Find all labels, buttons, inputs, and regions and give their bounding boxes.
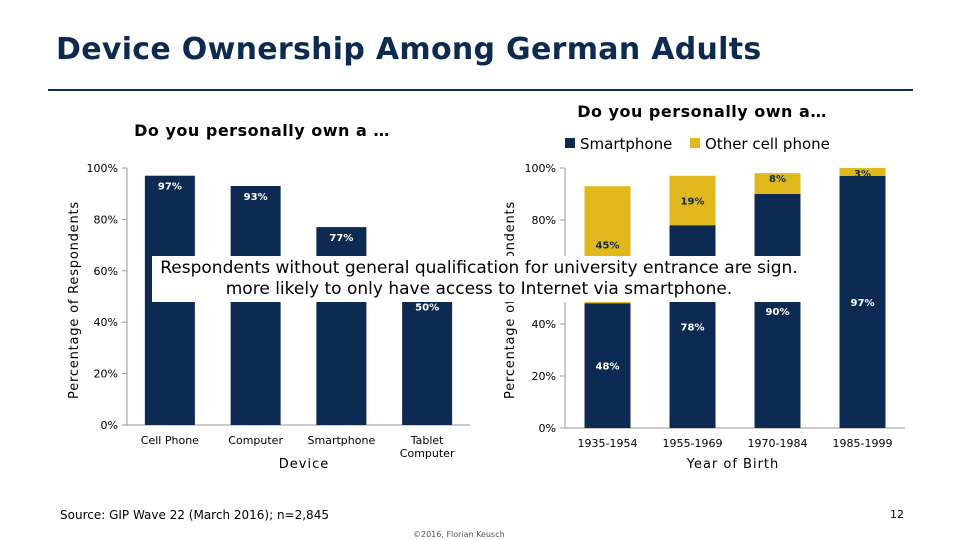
chart2-data-label: 90% [766,307,790,318]
chart1-category-label: Smartphone [308,434,376,447]
page-number: 12 [890,508,904,521]
chart1-bar [230,185,281,425]
chart1-category-label: Tablet Computer [400,434,455,460]
chart2-bar-segment [584,303,631,428]
chart1-data-label: 50% [415,303,439,314]
chart2-data-label: 19% [681,197,705,208]
chart2-legend-label: Smartphone [580,135,672,153]
chart2-legend-swatch [565,138,575,148]
page-title: Device Ownership Among German Adults [56,32,762,67]
chart1-title: Do you personally own a … [134,121,390,140]
chart2-data-label: 97% [851,298,875,309]
chart1-y-tick-label: 60% [94,265,118,278]
chart2-bar-segment [839,168,886,176]
chart1-x-axis-title: Device [279,457,329,472]
title-rule [48,89,913,91]
source-note: Source: GIP Wave 22 (March 2016); n=2,84… [60,508,329,522]
chart1-data-label: 93% [244,192,268,203]
chart1-y-tick-label: 0% [101,419,118,432]
chart2-category-label: 1955-1969 [663,437,723,450]
chart2-data-label: 8% [769,174,786,185]
chart2-y-tick-label: 40% [532,318,556,331]
chart2-bar-segment [754,194,801,428]
chart2-data-label: 48% [596,362,620,373]
chart1-y-tick-label: 80% [94,213,118,226]
chart2-legend-label: Other cell phone [705,135,830,153]
chart1-data-label: 97% [158,182,182,193]
chart2-bar-segment [839,175,886,428]
chart2-category-label: 1970-1984 [748,437,808,450]
chart1-data-label: 77% [329,233,353,244]
chart2-x-axis-title: Year of Birth [686,457,780,472]
callout-text: Respondents without general qualificatio… [152,256,806,302]
chart1-y-axis-title: Percentage of Respondents [67,201,82,399]
chart2-title: Do you personally own a… [577,102,827,121]
chart2-category-label: 1985-1999 [833,437,893,450]
chart2-y-tick-label: 100% [525,162,556,175]
chart2-category-label: 1935-1954 [578,437,638,450]
chart1-bar [402,296,453,425]
chart1-y-tick-label: 40% [94,316,118,329]
chart1-y-tick-label: 20% [94,368,118,381]
chart2-data-label: 45% [596,241,620,252]
chart2-y-tick-label: 20% [532,370,556,383]
chart2-y-tick-label: 80% [532,214,556,227]
chart2-legend-swatch [690,138,700,148]
chart2-y-tick-label: 0% [539,422,556,435]
copyright-credit: ©2016, Florian Keusch [413,530,505,539]
chart1-y-tick-label: 100% [87,162,118,175]
chart2-bar-segment [669,175,716,226]
chart2-bar-segment [754,173,801,194]
chart1-category-label: Computer [228,434,283,447]
chart2-data-label: 3% [854,169,871,180]
chart2-data-label: 78% [681,323,705,334]
chart1-category-label: Cell Phone [141,434,199,447]
